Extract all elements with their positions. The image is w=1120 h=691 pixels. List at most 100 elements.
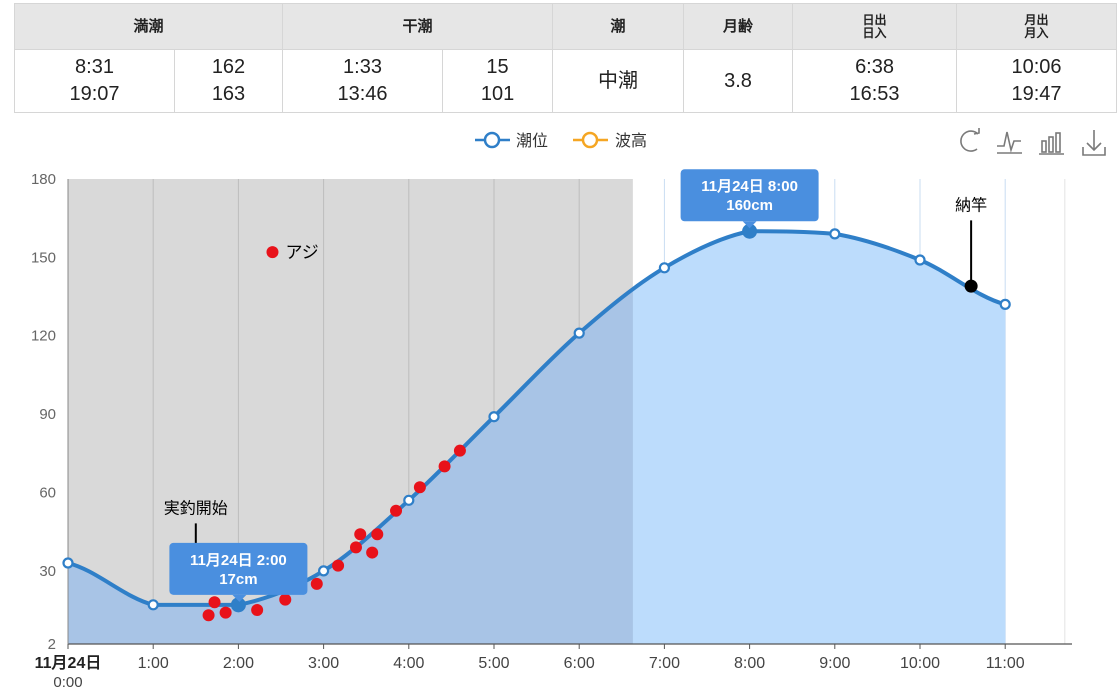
tide-point[interactable]	[658, 262, 671, 274]
tooltip-pointer	[742, 221, 757, 229]
catch-point[interactable]	[438, 460, 451, 473]
toolbox	[953, 128, 1110, 156]
x-tick-label: 8:00	[734, 655, 765, 672]
refresh-icon[interactable]	[953, 128, 983, 156]
legend-item-tide[interactable]: 潮位	[475, 131, 548, 150]
tide-point[interactable]	[403, 494, 415, 506]
refresh-icon-arrow	[973, 128, 980, 135]
tooltip-datetime: 11月24日 2:00	[190, 552, 287, 569]
header-moon-age: 月齢	[683, 3, 794, 50]
plot-area: 2 30 60 90 120 150 180 11月24日 1:00 2:00 3:00 4:00 5:…	[31, 169, 1072, 691]
bar-chart-icon[interactable]	[1037, 128, 1067, 156]
catch-point[interactable]	[371, 528, 384, 541]
x-tick-label: 9:00	[819, 655, 850, 672]
catch-point[interactable]	[332, 559, 345, 572]
moon-age-value: 3.8	[683, 49, 794, 113]
y-tick-label: 180	[31, 171, 56, 188]
x-tick-label: 3:00	[308, 655, 339, 672]
tooltip-box	[169, 542, 308, 595]
y-tick-label: 150	[31, 249, 56, 266]
header-sunset: 日入	[862, 25, 887, 40]
legend: 潮位 波高	[475, 131, 647, 150]
y-tick-label: 2	[48, 636, 56, 653]
tooltip-datetime: 11月24日 8:00	[701, 178, 798, 195]
header-sunrise-sunset: 日出 日入	[792, 3, 958, 50]
low-tide-level-2: 101	[480, 83, 515, 105]
legend-tide-marker	[483, 131, 501, 149]
moonset-time: 19:47	[1011, 83, 1062, 105]
line-chart-icon-path	[997, 131, 1021, 153]
bar-chart-icon-bar3	[1055, 132, 1061, 153]
tooltip-pointer	[232, 594, 247, 602]
tide-point[interactable]	[147, 599, 159, 611]
header-high-tide: 満潮	[13, 3, 284, 50]
x-tick-label: 11月24日	[35, 654, 102, 672]
tide-point[interactable]	[999, 298, 1011, 310]
header-tide: 潮	[552, 3, 685, 50]
catch-point[interactable]	[202, 609, 215, 622]
bar-chart-icon-bar2	[1048, 136, 1054, 153]
tooltip-box	[680, 169, 819, 222]
tide-point[interactable]	[573, 327, 585, 339]
download-icon-tray	[1082, 147, 1106, 156]
high-tide-level-2: 163	[211, 83, 246, 105]
legend-wave-marker	[581, 131, 599, 149]
legend-wave-label: 波高	[615, 132, 647, 150]
catch-point[interactable]	[366, 546, 379, 559]
tooltip-value: 17cm	[219, 571, 257, 588]
y-tick-label: 30	[39, 563, 56, 580]
tide-point[interactable]	[62, 557, 74, 569]
catch-point[interactable]	[310, 577, 323, 590]
catch-point[interactable]	[413, 481, 426, 494]
header-moonrise: 月出	[1024, 12, 1049, 27]
header-low-tide: 干潮	[282, 3, 554, 50]
y-tick-label: 90	[39, 406, 56, 423]
tide-point[interactable]	[829, 228, 841, 240]
x-tick-label: 7:00	[649, 655, 680, 672]
x-tick-label: 4:00	[393, 655, 424, 672]
high-tide-time-1: 8:31	[75, 56, 114, 78]
tide-table-data-row: 8:31 19:07 162 163 1:33 13:46 15 101 中潮 …	[14, 49, 1118, 113]
sunset-time: 16:53	[849, 83, 900, 105]
tide-point[interactable]	[318, 565, 330, 577]
x-tick-sublabel: 0:00	[53, 674, 82, 691]
legend-item-wave[interactable]: 波高	[573, 131, 647, 150]
catch-point[interactable]	[251, 604, 264, 617]
high-tide-levels: 162 163	[173, 49, 284, 113]
x-tick-label: 2:00	[223, 655, 254, 672]
low-tide-levels: 15 101	[442, 49, 554, 113]
download-icon[interactable]	[1080, 128, 1110, 156]
tide-point[interactable]	[488, 411, 500, 423]
high-tide-level-1: 162	[211, 56, 246, 78]
header-moonset: 月入	[1024, 25, 1049, 40]
high-tide-time-2: 19:07	[69, 83, 120, 105]
tide-chart: 2 30 60 90 120 150 180 11月24日 1:00 2:00 3:00 4:00 5:…	[31, 128, 1110, 691]
catch-point[interactable]	[279, 593, 292, 606]
tooltip-value: 160cm	[726, 197, 773, 214]
catch-point[interactable]	[208, 596, 221, 609]
catch-point[interactable]	[349, 541, 362, 554]
catch-point[interactable]	[219, 606, 232, 619]
refresh-icon-arc	[960, 130, 979, 152]
annotation-label: 納竿	[955, 196, 987, 214]
line-chart-icon[interactable]	[995, 128, 1025, 156]
tide-table: 満潮 干潮 潮 月齢 日出 日入 月出 月入 8:31 19:07 162 16…	[13, 3, 1118, 113]
legend-tide-label: 潮位	[516, 132, 548, 150]
catch-point[interactable]	[354, 528, 367, 541]
x-tick-label: 6:00	[564, 655, 595, 672]
x-tick-label: 11:00	[986, 655, 1025, 672]
catch-point[interactable]	[390, 504, 403, 517]
catch-point[interactable]	[453, 444, 466, 457]
annotation-pin-dot	[964, 279, 978, 293]
header-sunrise: 日出	[862, 12, 887, 27]
low-tide-time-2: 13:46	[337, 83, 388, 105]
low-tide-level-1: 15	[486, 56, 509, 78]
tide-area-night	[68, 289, 633, 644]
high-tide-times: 8:31 19:07	[14, 49, 175, 113]
tide-point[interactable]	[914, 254, 926, 266]
x-tick-label: 10:00	[900, 655, 940, 672]
x-tick-label: 1:00	[138, 655, 169, 672]
annotation-label: 実釣開始	[164, 499, 228, 517]
low-tide-time-1: 1:33	[343, 56, 382, 78]
tide-name: 中潮	[552, 49, 685, 113]
